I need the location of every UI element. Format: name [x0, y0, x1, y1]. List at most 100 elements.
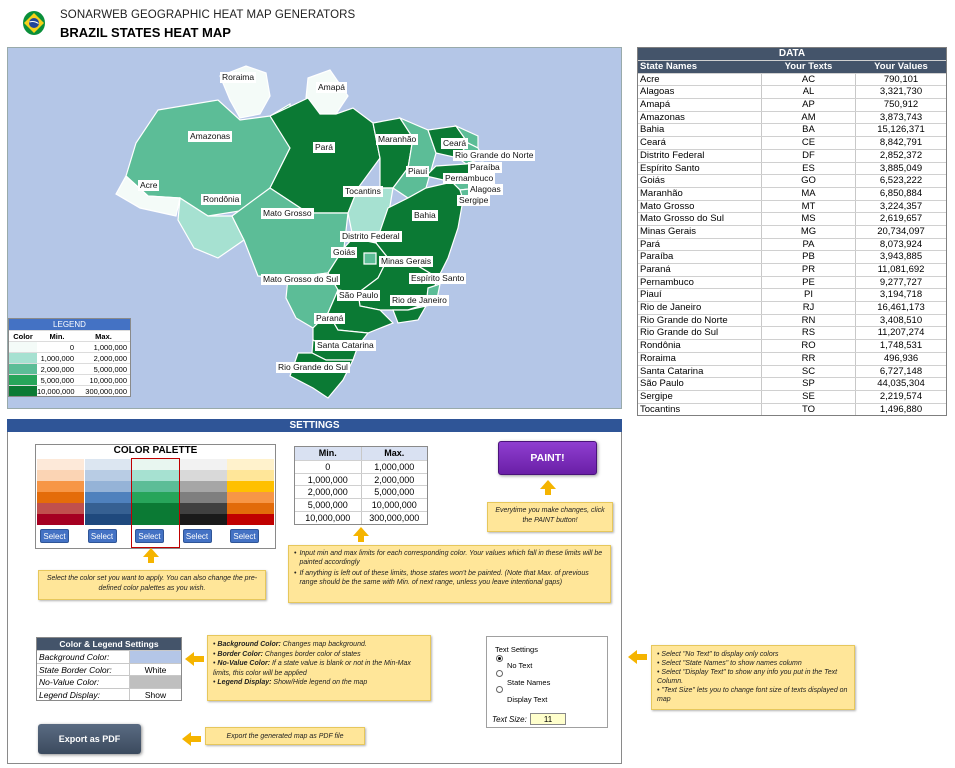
paint-button[interactable]: PAINT!: [498, 441, 597, 475]
palette-select-button[interactable]: Select: [182, 529, 212, 543]
legend-row: 2,000,000 5,000,000: [9, 363, 130, 374]
text-cell[interactable]: AP: [762, 99, 856, 111]
value-cell[interactable]: 3,321,730: [879, 86, 923, 98]
limit-min-input[interactable]: 0: [295, 460, 362, 473]
value-cell[interactable]: 1,496,880: [879, 403, 923, 415]
legend-display-select[interactable]: Show: [144, 689, 167, 700]
text-cell[interactable]: SC: [762, 365, 856, 378]
value-cell[interactable]: 2,219,574: [879, 390, 923, 402]
table-row: Mato Grosso do Sul MS 2,619,657: [638, 212, 946, 225]
map-label-mato-grosso: Mato Grosso: [261, 208, 314, 219]
palette-select-button[interactable]: Select: [230, 529, 259, 543]
text-cell[interactable]: GO: [762, 175, 856, 187]
text-cell[interactable]: SP: [762, 378, 856, 390]
value-cell[interactable]: 20,734,097: [877, 225, 925, 237]
legend-col-min: Min.: [49, 332, 65, 341]
palette-swatch: [84, 459, 132, 470]
value-cell[interactable]: 1,748,531: [879, 340, 923, 352]
limit-min-input[interactable]: 10,000,000: [295, 511, 362, 524]
palette-select-button[interactable]: Select: [40, 529, 69, 543]
value-cell[interactable]: 6,850,884: [879, 187, 923, 199]
state-name-cell: Piauí: [638, 289, 762, 302]
limit-max-input[interactable]: 2,000,000: [374, 474, 415, 485]
table-row: Mato Grosso MT 3,224,357: [638, 199, 946, 213]
cls-label: Legend Display:: [37, 688, 130, 700]
value-cell[interactable]: 790,101: [883, 73, 919, 85]
radio-state-names[interactable]: [496, 670, 503, 677]
palette-swatch: [227, 514, 274, 525]
value-cell[interactable]: 6,727,148: [879, 365, 923, 377]
map-label-sao-paulo: São Paulo: [337, 290, 381, 301]
text-cell[interactable]: MG: [762, 225, 856, 238]
table-row: Paraíba PB 3,943,885: [638, 250, 946, 263]
text-cell[interactable]: MT: [762, 200, 856, 213]
limit-max-input[interactable]: 5,000,000: [374, 487, 415, 498]
map-label-minas-gerais: Minas Gerais: [379, 256, 434, 267]
value-cell[interactable]: 6,523,222: [879, 175, 923, 187]
text-cell[interactable]: SE: [762, 390, 856, 403]
radio-no-text[interactable]: [496, 655, 503, 662]
legend-swatch: [9, 353, 37, 363]
border-color-select[interactable]: White: [144, 664, 167, 675]
export-pdf-button[interactable]: Export as PDF: [38, 724, 141, 754]
text-cell[interactable]: RJ: [762, 302, 856, 314]
text-cell[interactable]: PB: [762, 251, 856, 263]
limit-min-input[interactable]: 5,000,000: [295, 499, 362, 511]
value-cell[interactable]: 9,277,727: [879, 276, 923, 288]
map-label-santa-catarina: Santa Catarina: [315, 340, 376, 351]
value-cell[interactable]: 11,081,692: [877, 264, 925, 275]
text-cell[interactable]: AL: [762, 86, 856, 99]
value-cell[interactable]: 750,912: [883, 99, 919, 111]
palette-select-button[interactable]: Select: [135, 529, 164, 543]
text-cell[interactable]: AM: [762, 111, 856, 124]
text-cell[interactable]: PA: [762, 238, 856, 251]
text-cell[interactable]: RR: [762, 352, 856, 365]
value-cell[interactable]: 15,126,371: [877, 124, 925, 136]
text-cell[interactable]: DF: [762, 149, 856, 162]
legend-max: 5,000,000: [93, 365, 127, 374]
value-cell[interactable]: 8,842,791: [879, 137, 923, 149]
palette-select-button[interactable]: Select: [87, 529, 117, 543]
text-cell[interactable]: RO: [762, 340, 856, 352]
text-cell[interactable]: PI: [762, 289, 856, 302]
value-cell[interactable]: 3,873,743: [879, 111, 923, 123]
value-cell[interactable]: 3,224,357: [879, 200, 923, 212]
limits-row: 0 1,000,000: [295, 459, 427, 473]
text-cell[interactable]: ES: [762, 162, 856, 175]
value-cell[interactable]: 16,461,173: [877, 302, 925, 314]
background-color-swatch[interactable]: [130, 651, 181, 663]
value-cell[interactable]: 496,936: [883, 352, 919, 364]
text-cell[interactable]: RS: [762, 327, 856, 340]
text-cell[interactable]: PR: [762, 264, 856, 276]
text-cell[interactable]: RN: [762, 314, 856, 327]
value-cell[interactable]: 2,619,657: [879, 213, 923, 225]
radio-display-text[interactable]: [496, 686, 503, 693]
palette-swatch: [37, 481, 84, 492]
limit-max-input[interactable]: 300,000,000: [369, 512, 420, 523]
no-value-color-swatch[interactable]: [130, 676, 181, 688]
value-cell[interactable]: 3,885,049: [879, 162, 923, 174]
text-size-input[interactable]: 11: [530, 713, 566, 725]
text-cell[interactable]: PE: [762, 276, 856, 289]
value-cell[interactable]: 8,073,924: [879, 238, 923, 250]
state-name-cell: Mato Grosso do Sul: [638, 213, 762, 225]
limit-min-input[interactable]: 2,000,000: [295, 486, 362, 499]
text-cell[interactable]: BA: [762, 124, 856, 137]
text-cell[interactable]: TO: [762, 403, 856, 416]
value-cell[interactable]: 44,035,304: [877, 378, 925, 390]
text-cell[interactable]: CE: [762, 137, 856, 149]
limit-min-input[interactable]: 1,000,000: [295, 473, 362, 486]
text-cell[interactable]: MS: [762, 213, 856, 225]
value-cell[interactable]: 3,408,510: [879, 314, 923, 326]
value-cell[interactable]: 11,207,274: [877, 327, 925, 339]
value-cell[interactable]: 3,943,885: [879, 251, 923, 263]
palette-swatch: [37, 514, 84, 525]
value-cell[interactable]: 2,852,372: [879, 149, 923, 161]
text-cell[interactable]: MA: [762, 187, 856, 200]
limits-note-2: If anything is left out of these limits,…: [299, 570, 589, 586]
text-cell[interactable]: AC: [762, 73, 856, 86]
value-cell[interactable]: 3,194,718: [879, 289, 923, 301]
limit-max-input[interactable]: 10,000,000: [371, 500, 417, 511]
limit-max-input[interactable]: 1,000,000: [374, 461, 415, 472]
arrow-stem: [148, 557, 154, 563]
